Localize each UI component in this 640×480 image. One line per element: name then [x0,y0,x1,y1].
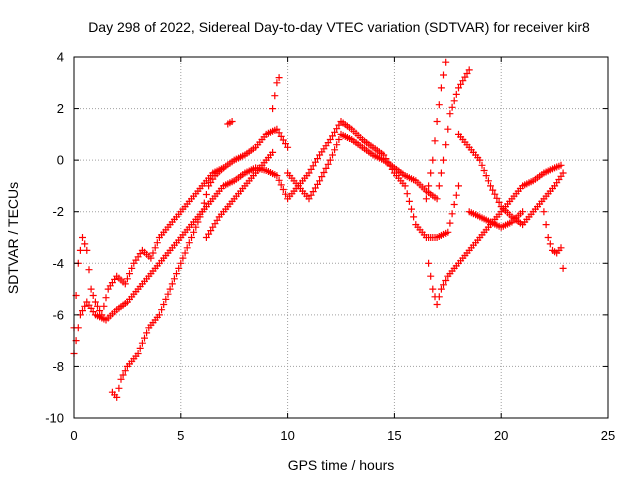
y-tick-label: -8 [52,359,64,374]
x-tick-label: 5 [177,428,184,443]
chart-title: Day 298 of 2022, Sidereal Day-to-day VTE… [88,19,590,35]
x-tick-label: 10 [280,428,294,443]
data-point-markers [465,208,527,231]
data-point-markers [202,148,277,241]
grid-lines [74,57,608,418]
y-tick-label: 4 [57,50,64,65]
y-tick-label: -2 [52,204,64,219]
plot-frame [73,56,609,419]
series-track-e [224,118,236,128]
data-point-markers [540,208,567,272]
y-tick-label: 0 [57,153,64,168]
y-axis-label: SDTVAR / TECUs [5,182,21,294]
series-track-i [422,58,450,203]
x-tick-label: 20 [494,428,508,443]
series-track-f [269,74,283,113]
series-track-g [284,66,473,203]
data-point-markers [422,58,450,203]
x-tick-label: 25 [601,428,615,443]
y-tick-label: -10 [45,411,64,426]
series-track-d [202,148,277,241]
y-tick-label: -4 [52,256,64,271]
series-track-k [465,208,527,231]
x-axis-label: GPS time / hours [288,457,395,473]
data-point-markers [269,74,283,113]
series-track-l [540,208,567,272]
data-point-markers [284,66,473,203]
data-point-markers [108,164,227,401]
axis-ticks: 0 5 10 15 20 25 -10 -8 -6 -4 -2 0 2 4 [45,50,615,444]
series-track-c [108,164,227,401]
y-tick-label: -6 [52,307,64,322]
x-tick-label: 0 [70,428,77,443]
y-tick-label: 2 [57,101,64,116]
x-tick-label: 15 [387,428,401,443]
data-point-markers [224,118,236,128]
